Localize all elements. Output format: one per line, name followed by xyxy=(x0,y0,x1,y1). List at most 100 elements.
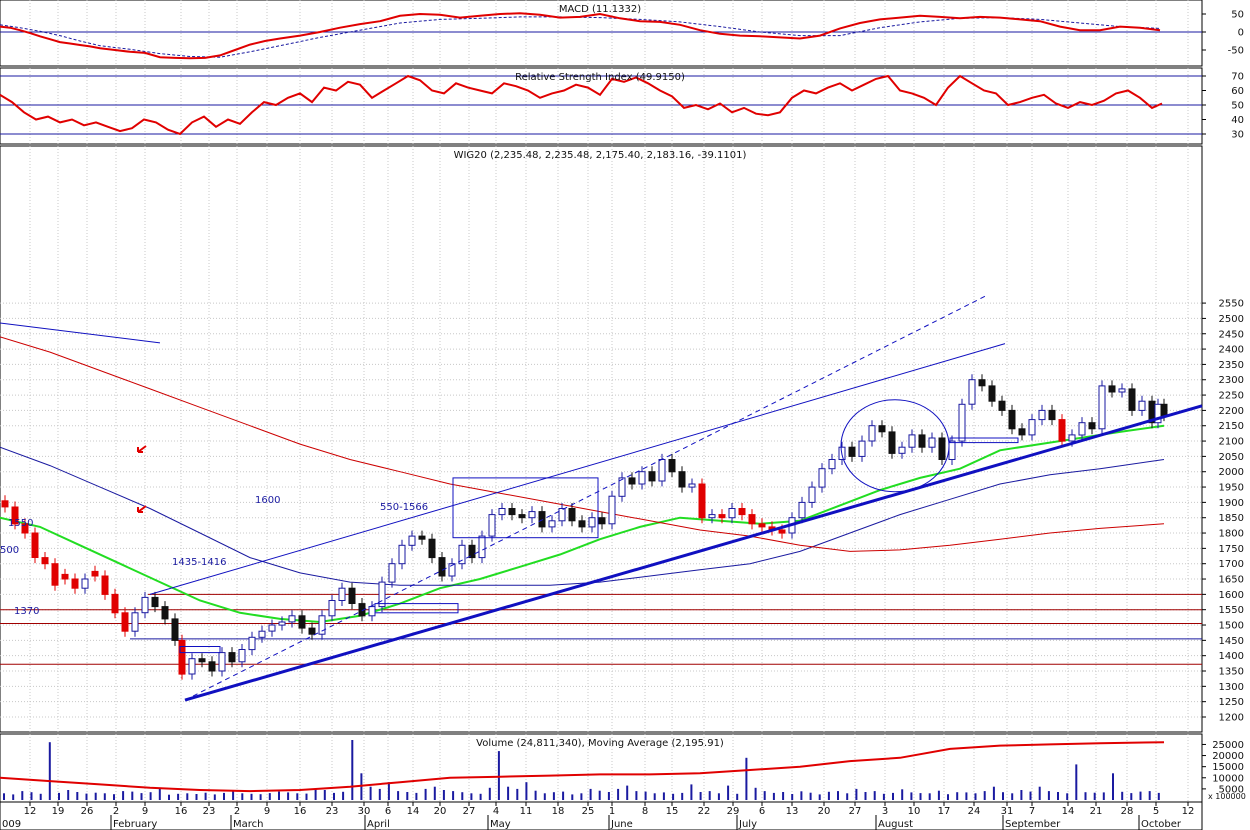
candle-body xyxy=(198,658,206,663)
candle-body xyxy=(178,639,186,675)
month-label: October xyxy=(1141,819,1182,830)
rsi-axis-tick-label: 60 xyxy=(1231,86,1244,97)
rsi-axis-tick-label: 40 xyxy=(1231,115,1244,126)
candle-body xyxy=(638,471,646,485)
rsi-layer xyxy=(0,74,1202,136)
date-tick-label: 8 xyxy=(642,806,648,817)
candle-body xyxy=(318,615,326,635)
price-axis-tick-label: 2200 xyxy=(1219,406,1244,417)
rsi-title: Relative Strength Index (49.9150) xyxy=(515,72,685,83)
price-axis-tick-label: 1800 xyxy=(1219,529,1244,540)
candle-body xyxy=(1160,403,1168,417)
candle-body xyxy=(71,578,79,589)
level-label-1600: 1600 xyxy=(255,495,280,506)
candle-body xyxy=(678,471,686,488)
volume-title: Volume (24,811,340), Moving Average (2,1… xyxy=(476,738,724,749)
date-tick-label: 27 xyxy=(849,806,862,817)
candle-body xyxy=(818,468,826,488)
date-tick-label: 13 xyxy=(786,806,799,817)
date-tick-label: 29 xyxy=(727,806,740,817)
candle-body xyxy=(888,431,896,454)
date-tick-label: 31 xyxy=(1001,806,1014,817)
date-tick-label: 24 xyxy=(968,806,981,817)
date-tick-label: 23 xyxy=(203,806,216,817)
candle-body xyxy=(658,459,666,482)
price-axis-tick-label: 2550 xyxy=(1219,299,1244,310)
volume-moving-average xyxy=(0,741,1165,793)
candle-body xyxy=(1,500,9,508)
pattern-ellipse xyxy=(840,399,950,493)
candle-body xyxy=(528,511,536,519)
price-axis-tick-label: 2400 xyxy=(1219,345,1244,356)
candle-body xyxy=(508,508,516,516)
date-tick-label: 15 xyxy=(666,806,679,817)
candle-body xyxy=(988,385,996,402)
moving-average-green xyxy=(0,424,1165,624)
candle-body xyxy=(1128,388,1136,411)
date-tick-label: 14 xyxy=(1062,806,1075,817)
candle-body xyxy=(998,400,1006,411)
candle-body xyxy=(848,446,856,457)
month-label: March xyxy=(233,819,263,830)
candle-body xyxy=(808,486,816,503)
price-axis-tick-label: 2000 xyxy=(1219,467,1244,478)
candle-body xyxy=(1138,400,1146,411)
candle-body xyxy=(31,532,39,558)
consolidation-box xyxy=(452,477,599,539)
date-tick-label: 1 xyxy=(609,806,615,817)
candle-body xyxy=(1048,409,1056,421)
volume-axis-tick-label: 15000 xyxy=(1212,762,1244,773)
candle-body xyxy=(448,563,456,577)
price-axis-tick-label: 1650 xyxy=(1219,575,1244,586)
candle-body xyxy=(338,587,346,602)
date-tick-label: 12 xyxy=(1182,806,1195,817)
candle-body xyxy=(978,379,986,387)
date-tick-label: 21 xyxy=(1090,806,1103,817)
price-axis-tick-label: 1700 xyxy=(1219,559,1244,570)
price-axis-tick-label: 1550 xyxy=(1219,605,1244,616)
price-axis-tick-label: 1250 xyxy=(1219,697,1244,708)
candle-body xyxy=(868,425,876,442)
date-tick-label: 14 xyxy=(407,806,420,817)
candle-body xyxy=(81,578,89,589)
price-axis-tick-label: 1450 xyxy=(1219,636,1244,647)
candle-body xyxy=(131,612,139,632)
resistance-zone-box xyxy=(374,603,459,614)
date-tick-label: 26 xyxy=(81,806,94,817)
candle-body xyxy=(558,508,566,522)
candle-body xyxy=(298,615,306,629)
candle-body xyxy=(478,535,486,559)
candle-body xyxy=(458,544,466,565)
candle-body xyxy=(208,661,216,672)
candle-body xyxy=(428,538,436,559)
candle-body xyxy=(121,612,129,632)
level-label-500: 500 xyxy=(0,545,19,556)
date-tick-label: 25 xyxy=(582,806,595,817)
price-axis-tick-label: 1900 xyxy=(1219,498,1244,509)
month-label: April xyxy=(367,819,390,830)
candle-body xyxy=(648,471,656,482)
date-tick-label: 20 xyxy=(818,806,831,817)
date-tick-label: 23 xyxy=(326,806,339,817)
date-tick-label: 6 xyxy=(385,806,391,817)
candle-body xyxy=(268,624,276,632)
candle-body xyxy=(758,523,766,528)
candle-body xyxy=(878,425,886,433)
date-tick-label: 9 xyxy=(264,806,270,817)
candle-body xyxy=(1028,419,1036,436)
candle-body xyxy=(161,606,169,620)
date-tick-label: 19 xyxy=(52,806,65,817)
candle-body xyxy=(668,459,676,473)
candle-body xyxy=(238,649,246,663)
candle-body xyxy=(1118,388,1126,393)
macd-panel xyxy=(0,0,1203,67)
date-tick-label: 27 xyxy=(463,806,476,817)
candle-body xyxy=(698,483,706,519)
date-tick-label: 17 xyxy=(938,806,951,817)
rsi-axis-tick-label: 30 xyxy=(1231,130,1244,141)
date-tick-label: 6 xyxy=(759,806,765,817)
macd-axis-tick-label: -50 xyxy=(1228,46,1244,57)
price-axis-tick-label: 2250 xyxy=(1219,391,1244,402)
date-tick-label: 22 xyxy=(698,806,711,817)
